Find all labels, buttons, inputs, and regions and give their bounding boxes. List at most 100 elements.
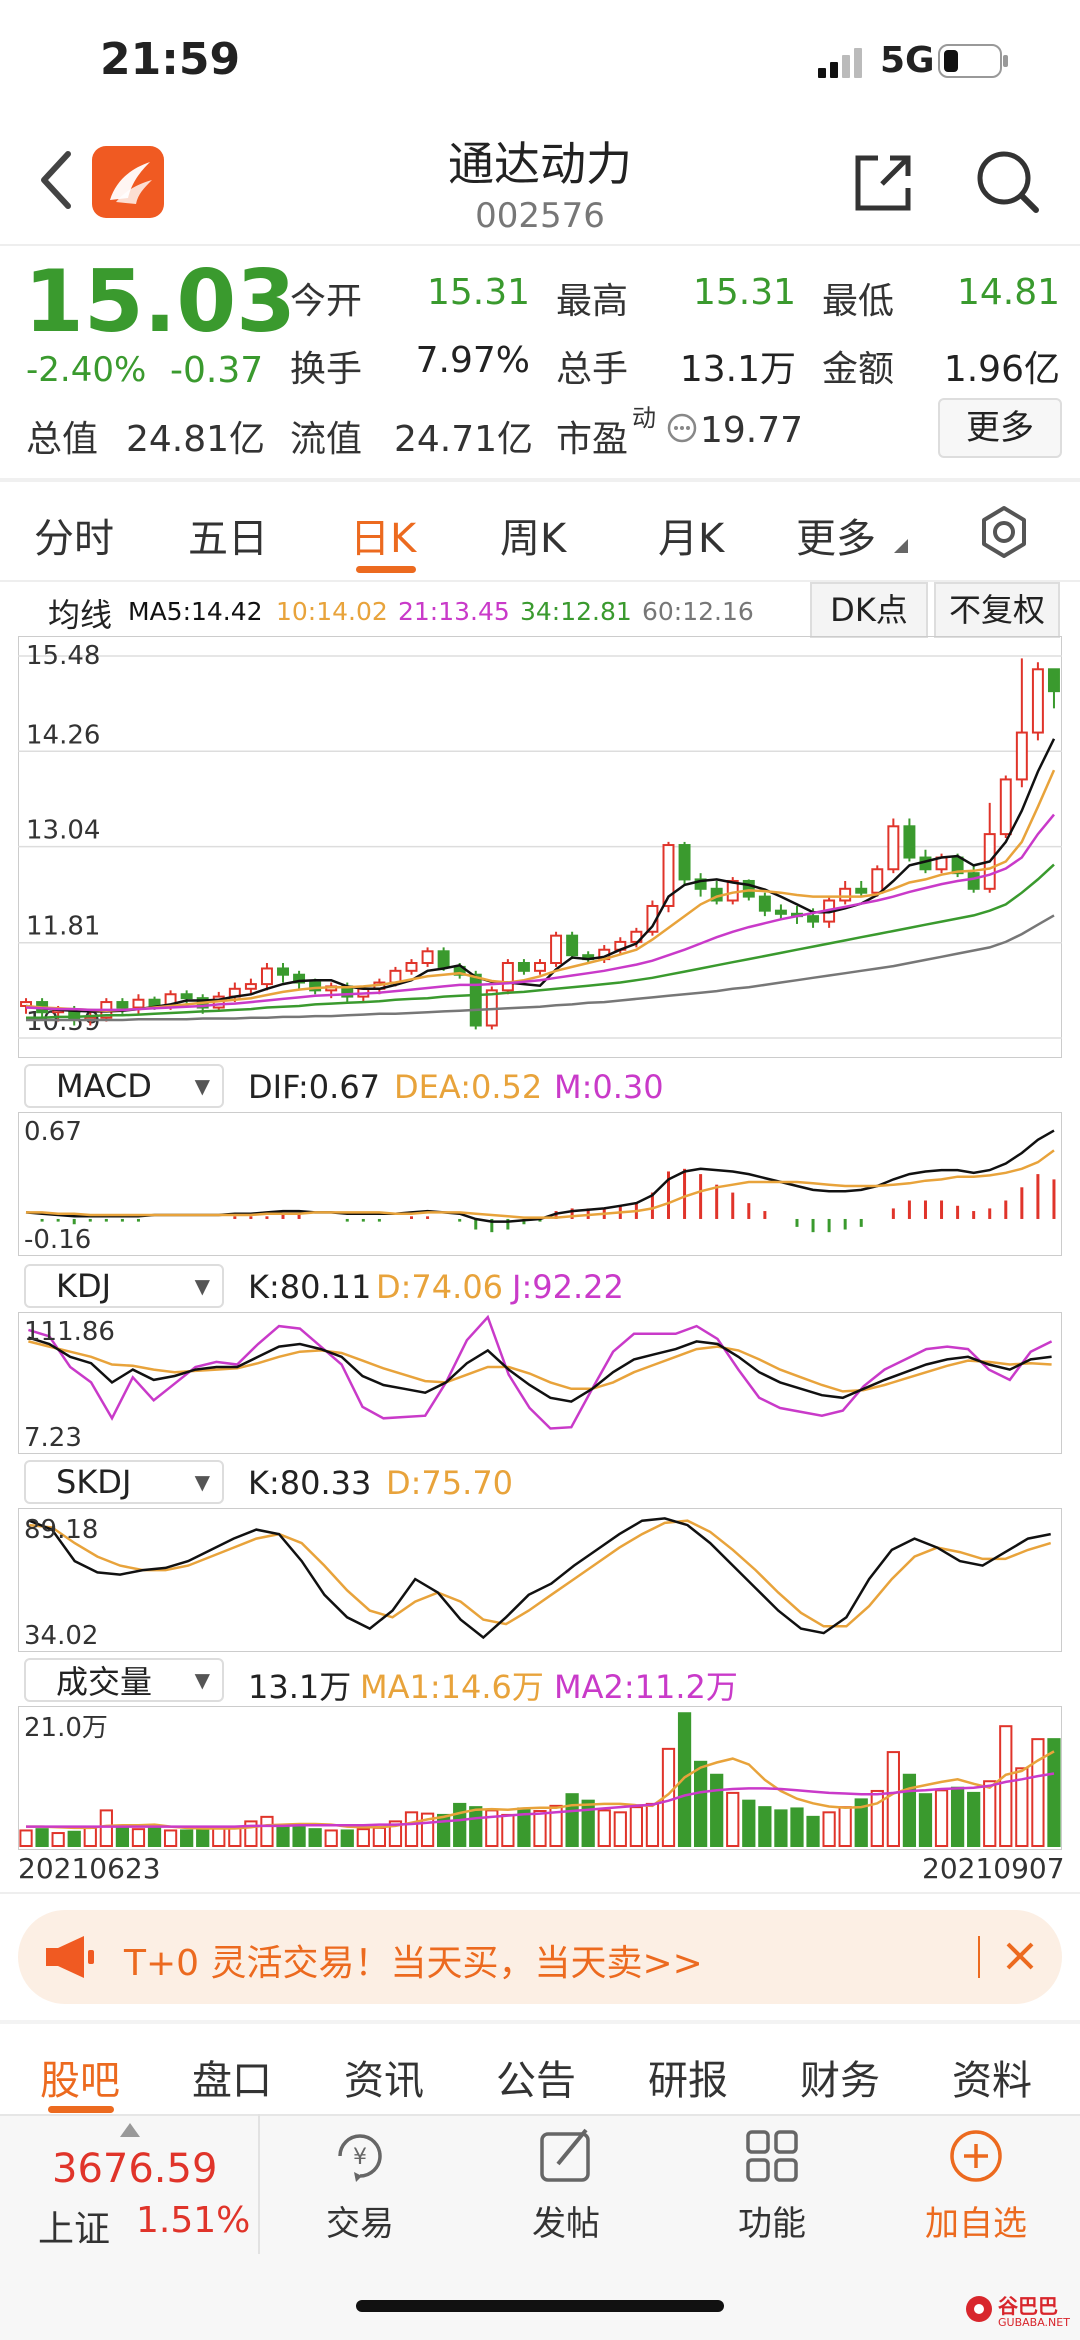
- volume-bar: [693, 1760, 708, 1847]
- volume-bar: [228, 1826, 242, 1848]
- macd-chart: 0.67 -0.16: [18, 1112, 1062, 1256]
- tab-profile[interactable]: 资料: [952, 2058, 1032, 2104]
- nav-divider: [258, 2114, 260, 2254]
- low-label: 最低: [822, 281, 895, 322]
- nav-trade-label: 交易: [326, 2204, 394, 2244]
- volume-bar: [967, 1791, 981, 1848]
- settings-icon[interactable]: [976, 504, 1032, 564]
- volume-bar: [918, 1793, 933, 1847]
- date-end: 20210907: [922, 1852, 1065, 1885]
- change-percent: -2.40%: [26, 350, 147, 390]
- candle: [437, 950, 450, 968]
- watermark-logo: 谷巴巴 GUBABA.NET: [964, 2290, 1074, 2334]
- macd-dif: DIF:0.67: [248, 1068, 381, 1106]
- volume-bar: [196, 1828, 210, 1847]
- more-button[interactable]: 更多: [938, 398, 1062, 458]
- back-icon[interactable]: [36, 148, 76, 216]
- volume-bar: [822, 1811, 836, 1847]
- tab-more[interactable]: 更多: [796, 516, 876, 562]
- nav-post[interactable]: 发帖: [506, 2126, 626, 2256]
- candle: [550, 934, 563, 965]
- candle: [774, 909, 787, 915]
- candle: [951, 856, 964, 875]
- adjust-button[interactable]: 不复权: [934, 582, 1060, 638]
- volume-bar: [758, 1806, 772, 1848]
- ma-line-ma60: [26, 914, 1055, 1022]
- volume-bar: [742, 1799, 756, 1847]
- pe-label: 市盈: [556, 419, 629, 460]
- tab-weekly-k[interactable]: 周K: [500, 516, 567, 562]
- volume-bar: [163, 1829, 178, 1848]
- candle: [277, 967, 289, 976]
- tab-monthly-k[interactable]: 月K: [658, 516, 725, 562]
- volume-bar: [1031, 1738, 1045, 1847]
- volume-selector[interactable]: 成交量 ▼: [24, 1658, 224, 1702]
- volume-bar: [356, 1828, 370, 1847]
- nav-add-watchlist-label: 加自选: [925, 2204, 1027, 2244]
- skdj-k-line: [28, 1517, 1051, 1640]
- candle: [967, 872, 980, 890]
- volume-bar: [276, 1824, 290, 1848]
- dropdown-arrow-icon: ▼: [194, 1074, 210, 1098]
- turnover-label: 换手: [290, 349, 363, 390]
- close-icon[interactable]: [1004, 1940, 1036, 1976]
- dk-point-button[interactable]: DK点: [810, 582, 928, 638]
- share-icon[interactable]: [850, 150, 916, 218]
- kdj-j-line: [28, 1314, 1053, 1430]
- pe-info-icon[interactable]: [666, 412, 698, 448]
- change-amount: -0.37: [170, 350, 264, 391]
- tab-daily-k[interactable]: 日K: [350, 516, 417, 562]
- index-change: 1.51%: [136, 2200, 251, 2241]
- nav-functions[interactable]: 功能: [712, 2126, 832, 2256]
- ma-label[interactable]: 均线: [48, 596, 113, 634]
- app-logo-icon[interactable]: [92, 146, 164, 218]
- volume-bar: [710, 1773, 724, 1847]
- tab-announcements[interactable]: 公告: [496, 2058, 576, 2104]
- y-tick-label: 15.48: [26, 641, 100, 671]
- candle: [662, 844, 675, 907]
- tab-finance[interactable]: 财务: [800, 2058, 880, 2104]
- y-tick-label: 0.67: [24, 1117, 82, 1147]
- volume-bar: [854, 1798, 868, 1847]
- candle: [421, 950, 434, 965]
- kdj-chart: 111.86 7.23: [18, 1312, 1062, 1454]
- macd-selector-label: MACD: [56, 1067, 152, 1105]
- kdj-selector[interactable]: KDJ ▼: [24, 1264, 224, 1308]
- tab-order-book[interactable]: 盘口: [192, 2058, 272, 2104]
- volume-ma2: MA2:11.2万: [554, 1668, 738, 1706]
- candle: [566, 934, 579, 957]
- volume-bar: [565, 1793, 579, 1847]
- bottom-tab-indicator: [48, 2106, 114, 2113]
- tab-news[interactable]: 资讯: [344, 2058, 424, 2104]
- pe-value: 19.77: [700, 410, 804, 451]
- macd-dea: DEA:0.52: [394, 1068, 543, 1106]
- ma-line-ma34: [26, 863, 1055, 1019]
- tab-five-day[interactable]: 五日: [188, 516, 268, 562]
- home-indicator[interactable]: [356, 2300, 724, 2312]
- index-value[interactable]: 3676.59: [52, 2146, 218, 2192]
- promo-banner[interactable]: T+0 灵活交易！当天买，当天卖>>: [18, 1910, 1062, 2004]
- volume-chart: 21.0万: [18, 1706, 1062, 1850]
- skdj-selector[interactable]: SKDJ ▼: [24, 1460, 224, 1504]
- tab-minute[interactable]: 分时: [34, 516, 114, 562]
- search-icon[interactable]: [974, 148, 1040, 220]
- candle: [1031, 668, 1044, 734]
- tab-research[interactable]: 研报: [648, 2058, 728, 2104]
- nav-trade[interactable]: ¥ 交易: [300, 2126, 420, 2256]
- y-tick-label: 7.23: [24, 1423, 82, 1453]
- float-value-label: 流值: [290, 419, 363, 460]
- ma34-value: 34:12.81: [520, 597, 632, 626]
- kdj-k-line: [28, 1336, 1052, 1403]
- nav-add-watchlist[interactable]: 加自选: [916, 2126, 1036, 2256]
- total-value: 24.81亿: [126, 419, 266, 460]
- candle: [871, 868, 884, 894]
- tab-guba[interactable]: 股吧: [40, 2058, 120, 2104]
- volume-bar: [404, 1811, 419, 1847]
- volume-bar: [533, 1810, 547, 1847]
- volume-bar: [485, 1809, 499, 1847]
- volume-bar: [115, 1825, 130, 1847]
- volume-bar: [870, 1789, 884, 1847]
- volume-bar: [67, 1830, 81, 1847]
- macd-selector[interactable]: MACD ▼: [24, 1064, 224, 1108]
